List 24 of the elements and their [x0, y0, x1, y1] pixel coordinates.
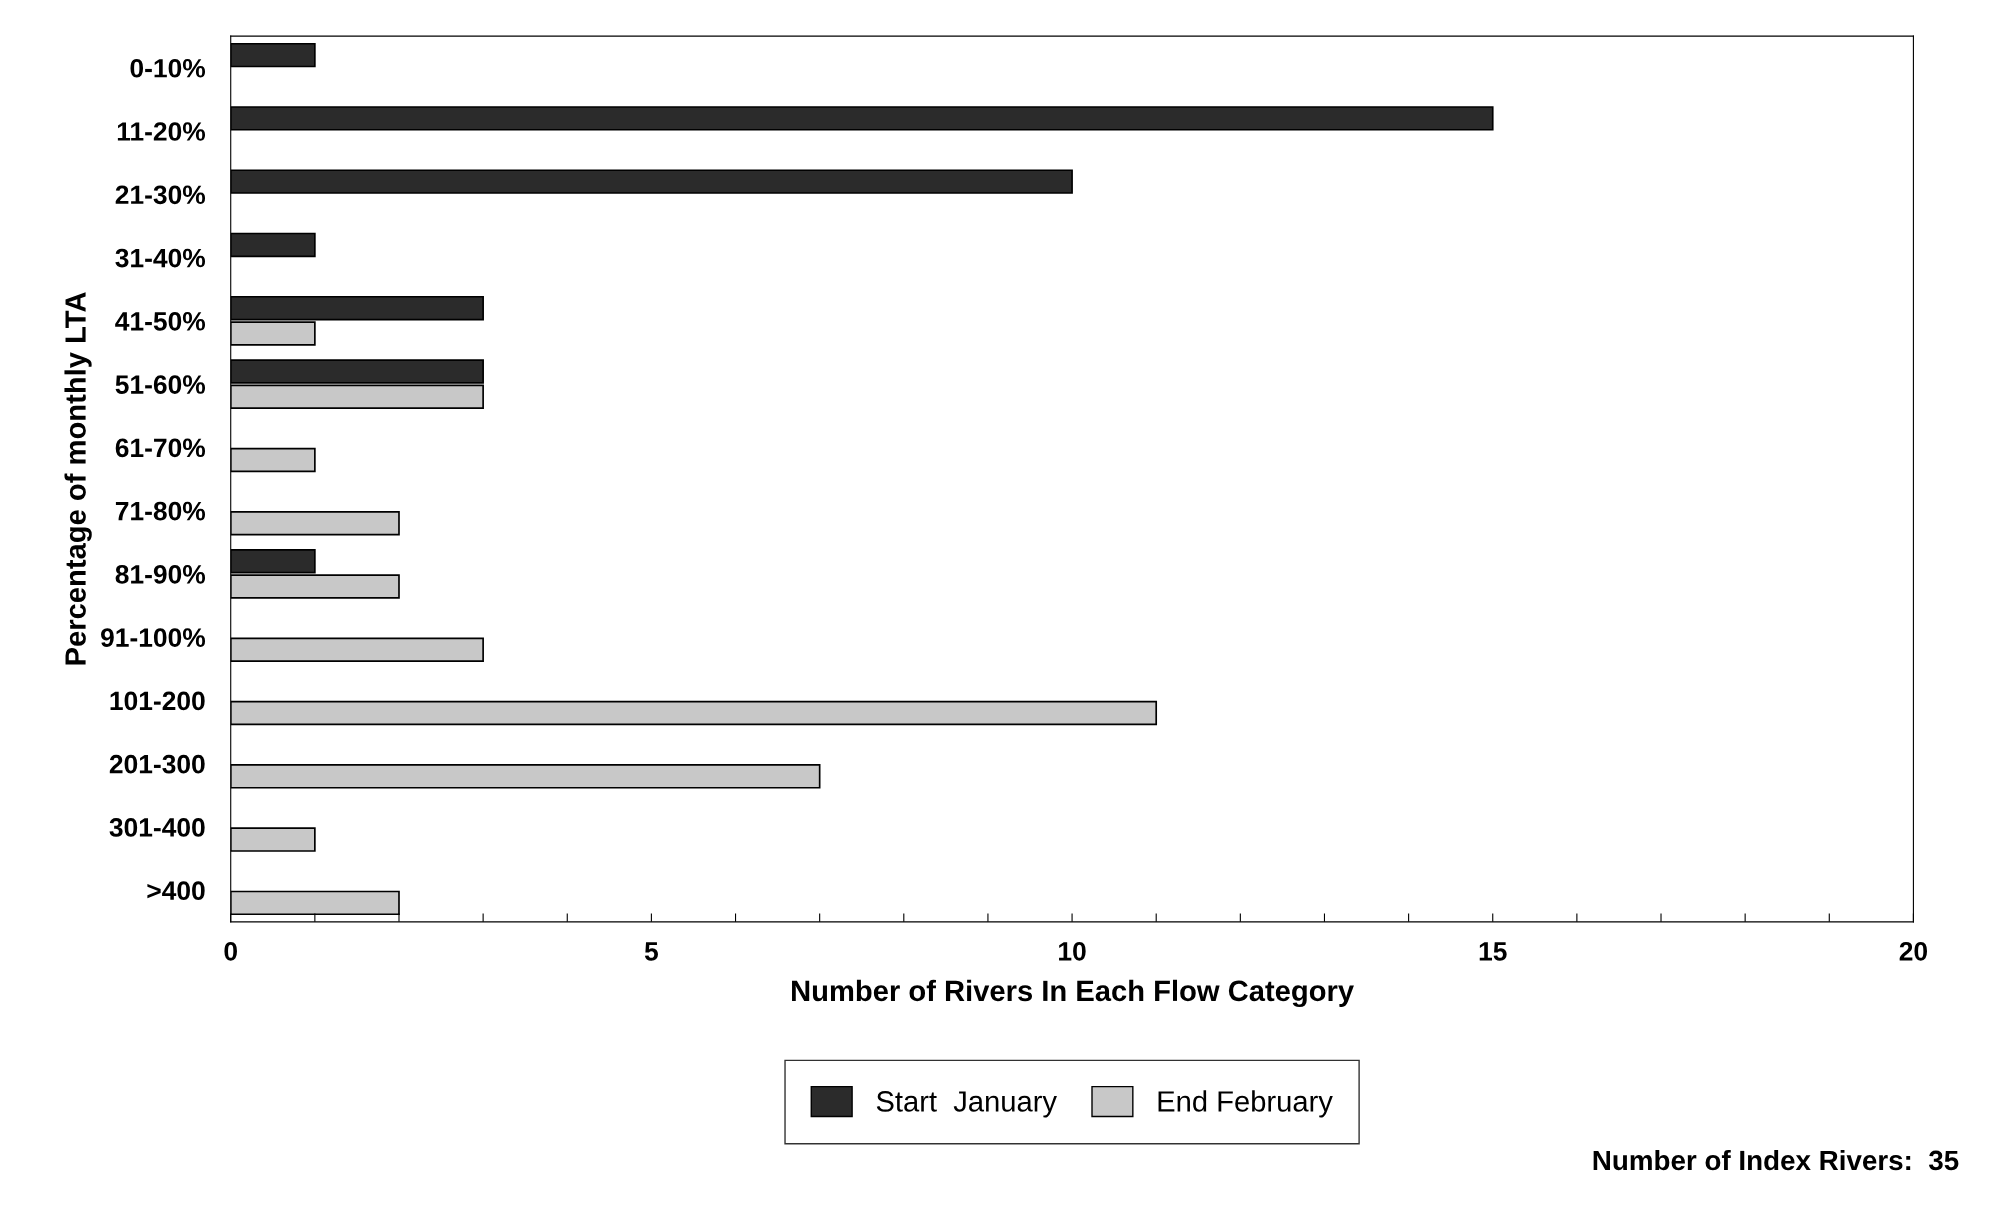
y-axis-title: Percentage of monthly LTA	[64, 292, 92, 665]
y-tick-label: 0-10%	[130, 58, 206, 78]
y-tick-label: 61-70%	[115, 438, 206, 458]
x-tick-label: 0	[224, 941, 237, 961]
y-tick-label: 101-200	[110, 691, 205, 711]
x-tick-label: 5	[644, 942, 658, 961]
x-tick-label: 15	[1479, 942, 1507, 961]
y-tick-label: >400	[147, 881, 205, 901]
legend-label: Start January	[876, 1091, 1057, 1118]
y-tick-label: 201-300	[109, 754, 205, 774]
text: Number of Index Rivers: 35	[1593, 1149, 1959, 1171]
y-tick-label: 21-30%	[115, 185, 206, 205]
y-tick-label: 91-100%	[101, 628, 206, 647]
x-tick-label: 10	[1059, 941, 1086, 961]
y-tick-label: 41-50%	[115, 311, 206, 331]
x-tick-label: 20	[1899, 941, 1928, 961]
y-tick-label: 51-60%	[115, 375, 206, 394]
legend-label: End February	[1158, 1090, 1333, 1118]
y-tick-label: 301-400	[109, 818, 205, 837]
x-axis-title: Number of Rivers In Each Flow Category	[792, 979, 1354, 1008]
y-tick-label: 81-90%	[115, 565, 206, 584]
y-tick-label: 71-80%	[115, 501, 206, 521]
y-tick-label: 31-40%	[115, 248, 206, 268]
y-tick-label: 11-20%	[117, 122, 206, 141]
